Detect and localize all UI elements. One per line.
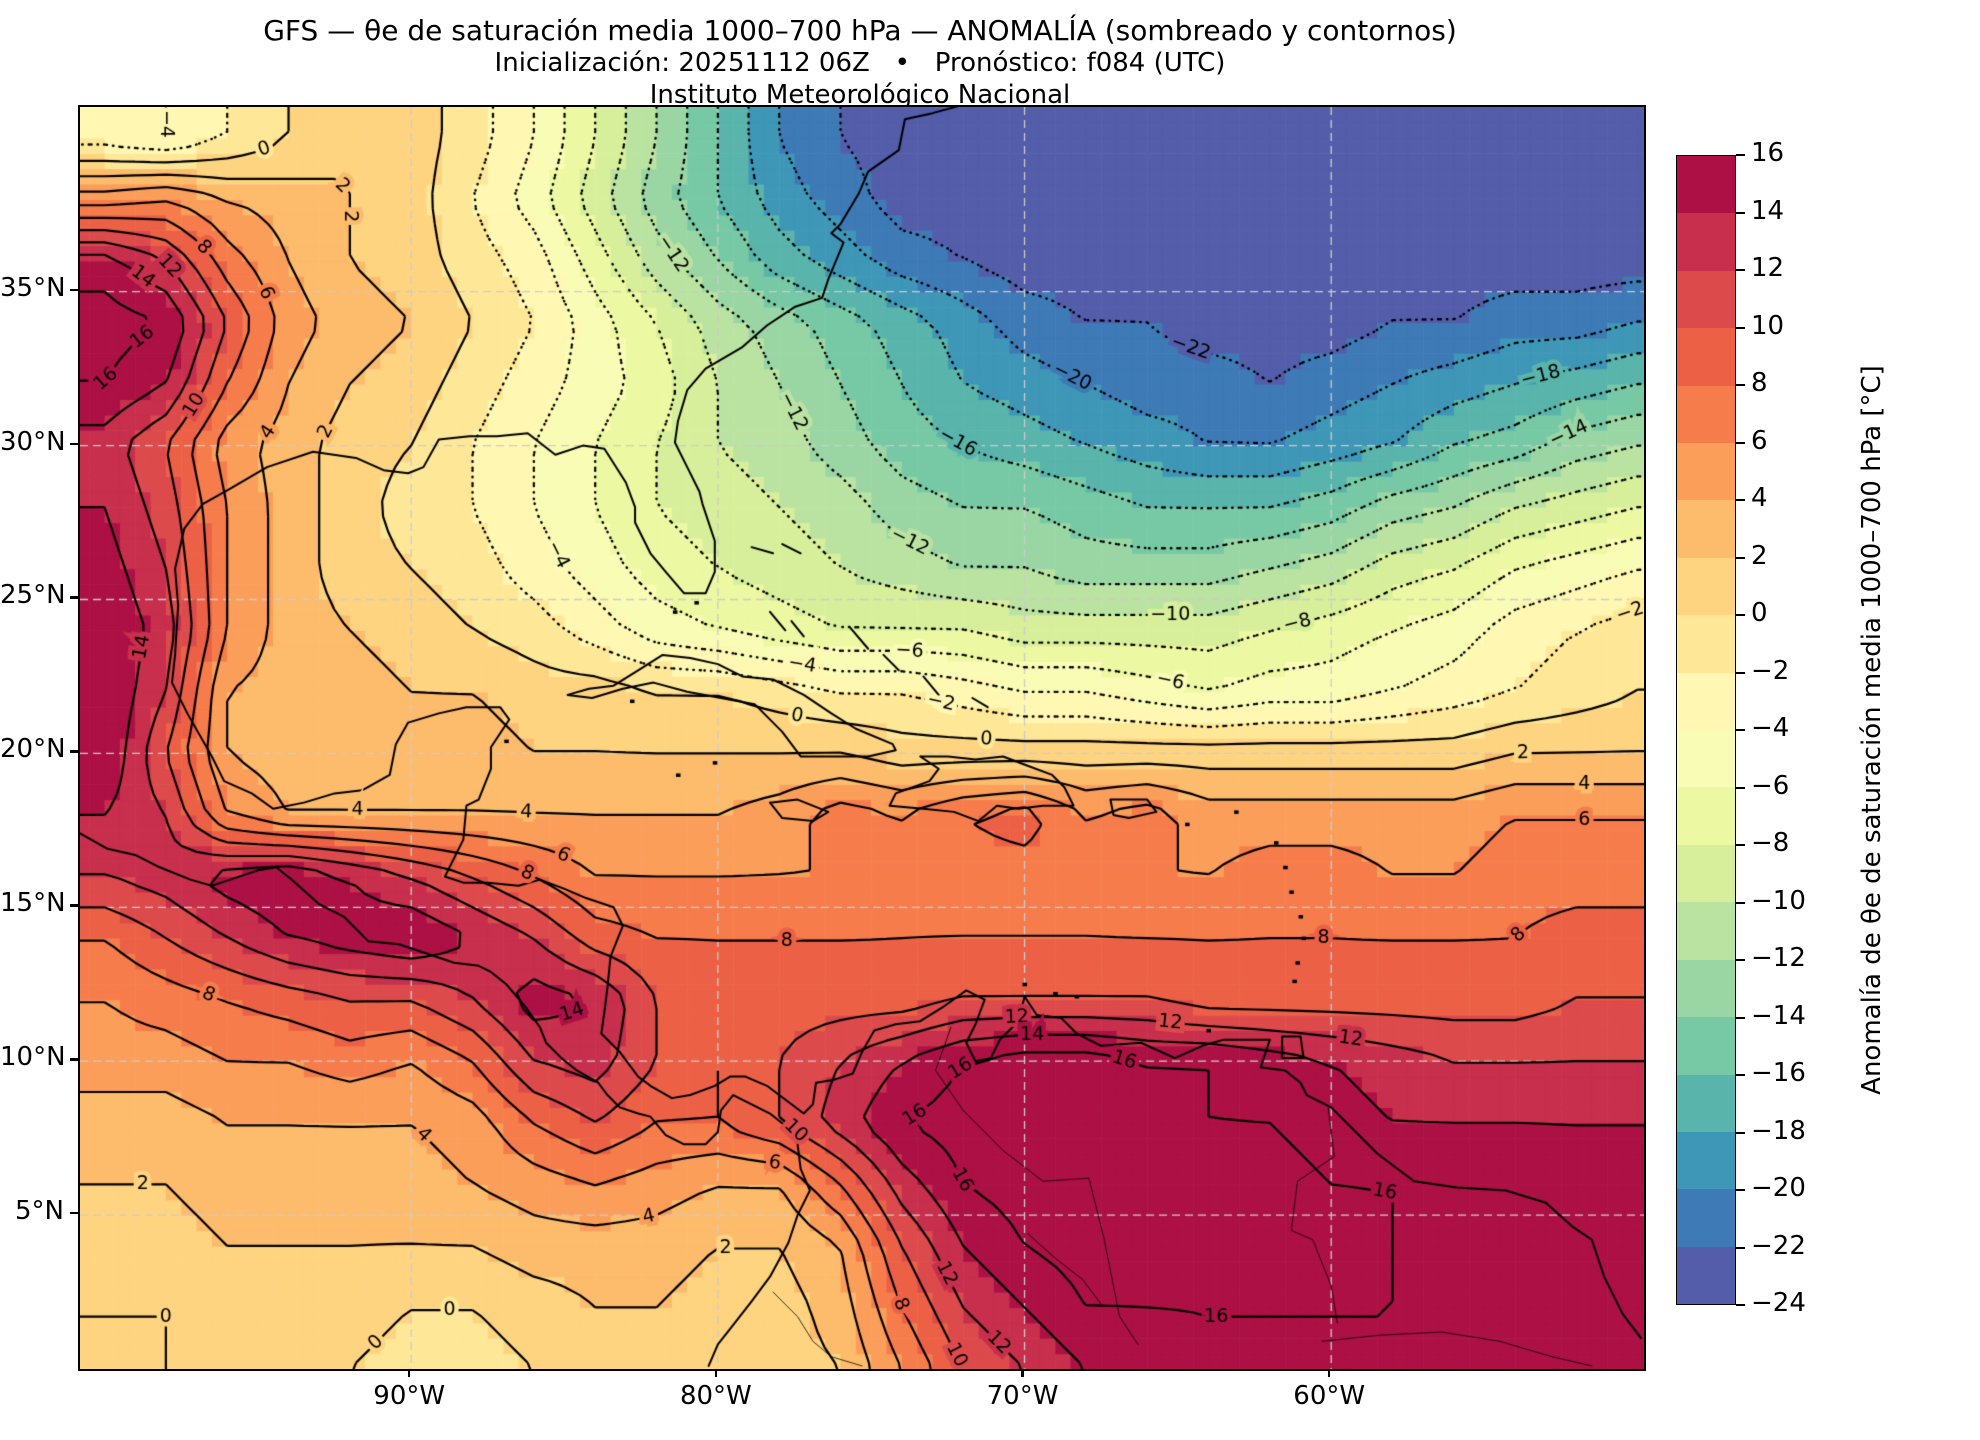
- colorbar-band: [1677, 156, 1735, 214]
- x-axis-tick-label: 90°W: [373, 1381, 446, 1411]
- colorbar-tick-mark: [1736, 614, 1745, 617]
- colorbar-band: [1677, 328, 1735, 386]
- y-axis-tick-mark: [70, 442, 78, 445]
- x-axis-tick-mark: [1021, 1369, 1024, 1377]
- colorbar-tick-label: 10: [1751, 310, 1785, 341]
- y-axis-tick-label: 20°N: [0, 734, 66, 765]
- colorbar-band: [1677, 500, 1735, 558]
- y-axis-tick-label: 15°N: [0, 888, 66, 919]
- chart-subtitle-institute: Instituto Meteorológico Nacional: [649, 79, 1071, 110]
- colorbar-band: [1677, 844, 1735, 903]
- colorbar-tick-mark: [1736, 499, 1745, 502]
- y-axis-tick-mark: [70, 1058, 78, 1061]
- colorbar-band: [1677, 730, 1735, 788]
- colorbar-band: [1677, 443, 1735, 501]
- x-axis-tick-mark: [714, 1369, 718, 1377]
- colorbar-tick-label: −20: [1751, 1173, 1806, 1203]
- colorbar-tick-mark: [1736, 901, 1745, 904]
- colorbar-tick-mark: [1736, 1189, 1745, 1192]
- colorbar-tick-label: −4: [1751, 713, 1790, 743]
- colorbar-tick-label: −6: [1751, 770, 1790, 801]
- colorbar-tick-label: 8: [1751, 368, 1768, 398]
- colorbar-tick-mark: [1736, 269, 1745, 272]
- colorbar-band: [1677, 959, 1735, 1018]
- colorbar-tick-mark: [1736, 729, 1745, 732]
- colorbar-band: [1677, 557, 1735, 616]
- colorbar-band: [1677, 1074, 1735, 1132]
- colorbar-tick-mark: [1736, 1131, 1745, 1134]
- chart-subtitle-init-forecast: Inicialización: 20251112 06Z • Pronóstic…: [494, 48, 1226, 79]
- y-axis-tick-mark: [70, 288, 78, 292]
- colorbar-tick-label: −18: [1751, 1115, 1806, 1146]
- colorbar: [1676, 155, 1736, 1305]
- colorbar-tick-label: −14: [1751, 1000, 1806, 1031]
- colorbar-tick-mark: [1736, 671, 1745, 674]
- colorbar-band: [1677, 672, 1735, 731]
- colorbar-tick-label: −24: [1751, 1288, 1806, 1318]
- colorbar-tick-mark: [1736, 211, 1745, 214]
- colorbar-tick-label: 6: [1751, 425, 1768, 456]
- y-axis-tick-label: 30°N: [0, 426, 66, 457]
- x-axis-tick-label: 80°W: [679, 1381, 752, 1411]
- colorbar-tick-label: 2: [1751, 540, 1768, 571]
- colorbar-band: [1677, 902, 1735, 960]
- y-axis-tick-mark: [70, 750, 78, 753]
- colorbar-tick-label: 0: [1751, 598, 1768, 628]
- x-axis-tick-label: 70°W: [986, 1381, 1059, 1411]
- colorbar-tick-mark: [1736, 154, 1745, 157]
- colorbar-tick-mark: [1736, 959, 1745, 962]
- colorbar-tick-label: 14: [1751, 195, 1785, 226]
- colorbar-tick-mark: [1736, 1074, 1745, 1077]
- colorbar-band: [1677, 615, 1735, 673]
- colorbar-tick-label: −16: [1751, 1058, 1806, 1088]
- colorbar-band: [1677, 787, 1735, 845]
- colorbar-band: [1677, 1017, 1735, 1075]
- colorbar-tick-mark: [1736, 786, 1745, 789]
- colorbar-tick-label: −10: [1751, 885, 1806, 916]
- colorbar-tick-mark: [1736, 441, 1745, 444]
- y-axis-tick-mark: [70, 904, 78, 907]
- colorbar-tick-mark: [1736, 1304, 1745, 1307]
- colorbar-tick-label: −2: [1751, 655, 1790, 686]
- colorbar-tick-label: 12: [1751, 253, 1785, 283]
- colorbar-axis-label: Anomalía de θe de saturación media 1000–…: [1857, 365, 1887, 1095]
- colorbar-band: [1677, 1246, 1735, 1305]
- x-axis-tick-mark: [408, 1369, 411, 1377]
- y-axis-tick-label: 25°N: [0, 580, 66, 611]
- colorbar-tick-mark: [1736, 844, 1745, 847]
- y-axis-tick-mark: [70, 596, 78, 599]
- map-plot-canvas: [80, 107, 1644, 1369]
- colorbar-tick-label: −8: [1751, 828, 1790, 858]
- map-plot-area: [78, 105, 1646, 1371]
- colorbar-tick-label: −22: [1751, 1230, 1806, 1261]
- colorbar-band: [1677, 270, 1735, 329]
- y-axis-tick-mark: [70, 1212, 78, 1215]
- colorbar-tick-mark: [1736, 556, 1745, 559]
- colorbar-tick-label: 16: [1751, 138, 1785, 168]
- y-axis-tick-label: 5°N: [15, 1196, 64, 1227]
- y-axis-tick-label: 10°N: [0, 1042, 66, 1073]
- colorbar-tick-mark: [1736, 326, 1745, 329]
- colorbar-band: [1677, 213, 1735, 271]
- x-axis-tick-mark: [1328, 1369, 1331, 1377]
- colorbar-tick-mark: [1736, 384, 1745, 387]
- chart-title: GFS — θe de saturación media 1000–700 hP…: [263, 14, 1457, 47]
- x-axis-tick-label: 60°W: [1293, 1381, 1366, 1411]
- colorbar-band: [1677, 385, 1735, 444]
- colorbar-tick-mark: [1736, 1246, 1745, 1249]
- colorbar-band: [1677, 1189, 1735, 1247]
- figure-titles: GFS — θe de saturación media 1000–700 hP…: [78, 14, 1642, 112]
- colorbar-tick-label: 4: [1751, 483, 1768, 513]
- colorbar-band: [1677, 1131, 1735, 1190]
- y-axis-tick-label: 35°N: [0, 272, 66, 303]
- colorbar-tick-label: −12: [1751, 943, 1806, 973]
- colorbar-tick-mark: [1736, 1016, 1745, 1019]
